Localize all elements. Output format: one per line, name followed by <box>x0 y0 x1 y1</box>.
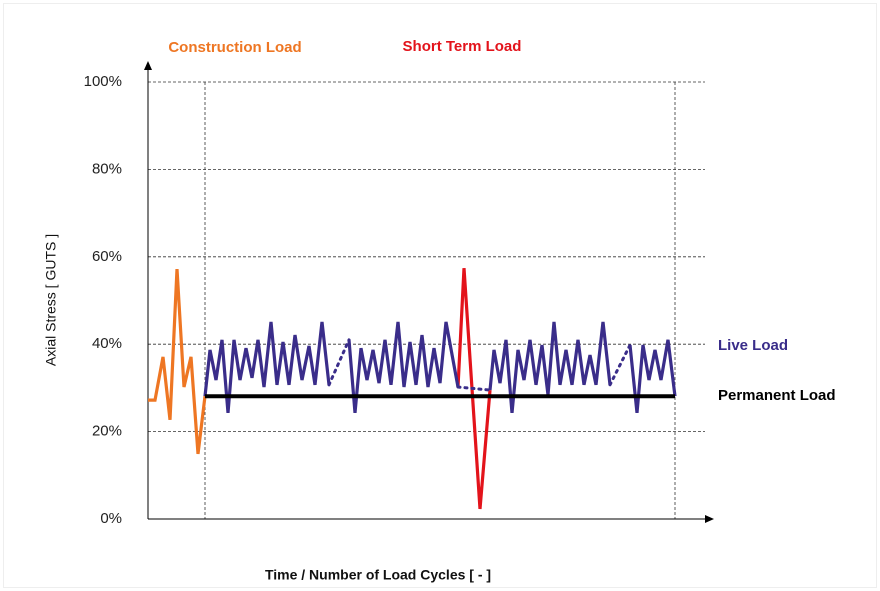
series-label: Construction Load <box>168 39 301 56</box>
x-arrow <box>705 515 714 523</box>
y-axis-label: Axial Stress [ GUTS ] <box>43 234 59 366</box>
series-line <box>148 268 207 455</box>
y-tick-label: 80% <box>92 160 122 177</box>
series-label: Permanent Load <box>718 387 836 404</box>
dotted-link <box>456 385 492 392</box>
dotted-link <box>327 338 351 387</box>
dotted-link <box>608 343 632 387</box>
y-tick-label: 0% <box>100 510 122 527</box>
y-arrow <box>144 61 152 70</box>
y-tick-label: 100% <box>84 73 122 90</box>
series-line <box>203 321 677 413</box>
y-tick-label: 20% <box>92 423 122 440</box>
y-tick-label: 40% <box>92 335 122 352</box>
series-label: Short Term Load <box>403 38 522 55</box>
series-label: Live Load <box>718 337 788 354</box>
y-tick-label: 60% <box>92 248 122 265</box>
frame <box>3 3 877 588</box>
x-axis-label: Time / Number of Load Cycles [ - ] <box>265 567 491 583</box>
